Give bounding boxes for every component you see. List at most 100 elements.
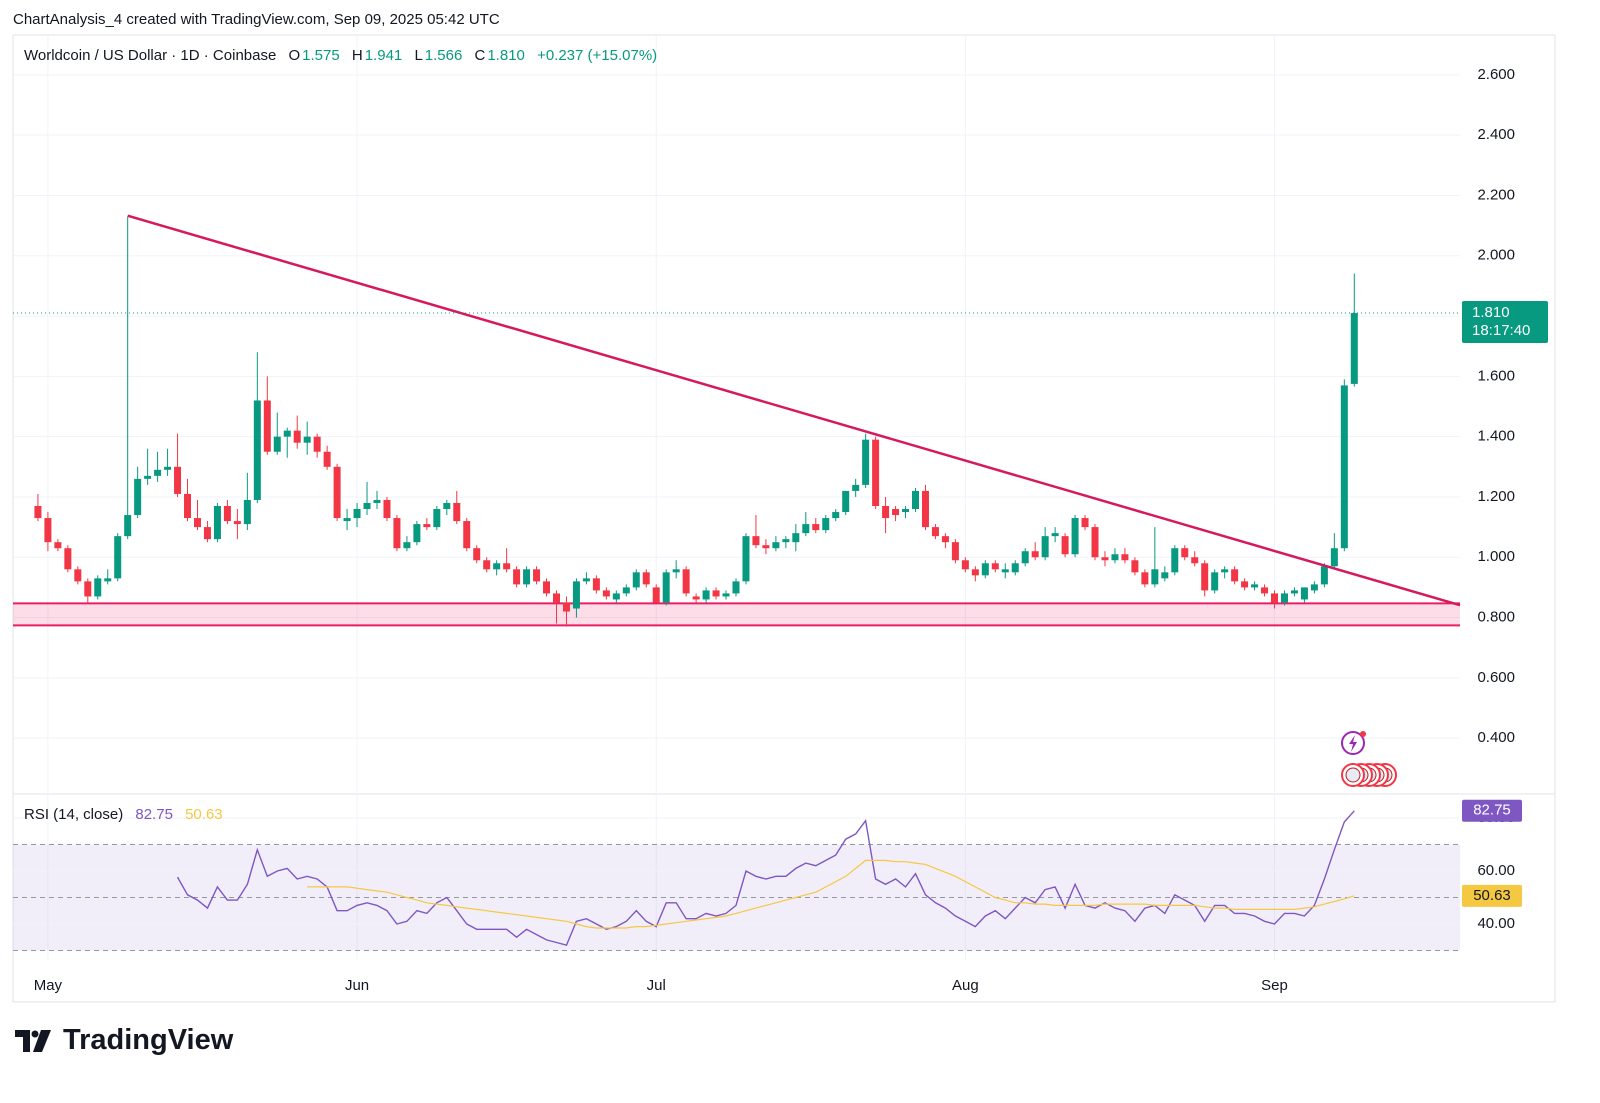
ohlc-value: 1.941 — [364, 47, 403, 64]
candle-body — [1091, 527, 1099, 558]
candle-body — [772, 542, 780, 549]
candle-body — [1191, 557, 1199, 564]
y-tick-label: 60.00 — [1477, 862, 1515, 879]
rsi-legend: RSI (14, close) 82.75 50.63 — [24, 806, 225, 823]
candle-body — [991, 563, 999, 570]
rsi-line — [307, 859, 1355, 929]
candle-body — [174, 466, 182, 494]
candle-body — [692, 596, 700, 600]
candle-body — [732, 581, 740, 594]
candle-body — [1261, 587, 1269, 594]
candle-body — [323, 451, 331, 467]
candle-body — [1310, 584, 1318, 591]
candle-body — [592, 578, 600, 591]
candle-body — [54, 542, 62, 549]
candle-body — [1131, 560, 1139, 573]
candle-body — [912, 490, 920, 510]
candle-body — [1241, 581, 1249, 588]
candle-body — [792, 533, 800, 543]
candle-body — [812, 524, 820, 531]
y-tick-label: 1.600 — [1477, 367, 1515, 384]
candle-body — [273, 436, 281, 452]
candle-body — [1231, 569, 1239, 582]
y-tick-label: 0.400 — [1477, 729, 1515, 746]
header: ChartAnalysis_4 created with TradingView… — [13, 11, 500, 28]
x-tick-label: May — [34, 977, 63, 994]
candle-body — [1071, 518, 1079, 555]
candle-body — [1280, 593, 1288, 603]
candle-body — [1271, 593, 1279, 603]
x-tick-label: Aug — [952, 977, 979, 994]
candle-body — [572, 581, 580, 609]
candle-body — [383, 499, 391, 519]
last-price-label: 1.810 — [1472, 304, 1510, 321]
candle-body — [303, 436, 311, 443]
candle-body — [1031, 551, 1039, 558]
candle-body — [453, 502, 461, 522]
candle-body — [114, 536, 122, 579]
candle-body — [712, 590, 720, 597]
ohlc-value: 1.566 — [424, 47, 463, 64]
candle-body — [343, 518, 351, 522]
last-price-box — [1462, 301, 1548, 344]
change: +0.237 (+15.07%) — [537, 47, 658, 64]
candle-body — [1161, 572, 1169, 579]
candle-body — [822, 518, 830, 531]
candle-body — [243, 499, 251, 525]
candle-body — [84, 581, 92, 597]
ohlc-label: H — [351, 47, 363, 64]
candle-body — [353, 509, 361, 519]
candle-body — [961, 560, 969, 570]
candle-body — [283, 430, 291, 437]
candle-body — [632, 572, 640, 588]
candle-body — [483, 560, 491, 570]
candle-body — [463, 521, 471, 549]
candle-body — [34, 505, 42, 519]
candle-body — [164, 466, 172, 470]
candle-body — [373, 499, 381, 503]
candle-body — [941, 536, 949, 543]
candle-body — [682, 569, 690, 594]
x-tick-label: Jul — [647, 977, 666, 994]
rsi-value-label: 50.63 — [1473, 887, 1511, 904]
candle-body — [582, 578, 590, 582]
rsi-ma-value: 50.63 — [185, 806, 223, 823]
candle-body — [184, 493, 192, 519]
candle-body — [223, 505, 231, 522]
candle-body — [154, 469, 162, 476]
candle-body — [134, 478, 142, 516]
candle-body — [752, 536, 760, 546]
candle-body — [44, 518, 52, 543]
candle-body — [722, 593, 730, 597]
candle-body — [1211, 572, 1219, 591]
candle-body — [612, 593, 620, 600]
y-tick-label: 1.200 — [1477, 488, 1515, 505]
candle-body — [1021, 551, 1029, 564]
candle-body — [1101, 557, 1109, 561]
candle-body — [642, 572, 650, 585]
candle-body — [403, 542, 411, 549]
x-tick-label: Jun — [345, 977, 369, 994]
candle-body — [882, 505, 890, 519]
y-tick-label: 0.600 — [1477, 669, 1515, 686]
y-tick-label: 40.00 — [1477, 915, 1515, 932]
candle-body — [862, 439, 870, 485]
rsi-title: RSI (14, close) — [24, 806, 124, 823]
x-tick-label: Sep — [1261, 977, 1288, 994]
y-tick-label: 1.000 — [1477, 548, 1515, 565]
candle-body — [203, 527, 211, 540]
candle-body — [413, 524, 421, 543]
trendline — [127, 214, 1461, 607]
candle-body — [74, 569, 82, 582]
candle-body — [1051, 533, 1059, 537]
candle-body — [473, 548, 481, 561]
candle-body — [193, 518, 201, 528]
candle-body — [1340, 385, 1348, 549]
candle-body — [1001, 569, 1009, 573]
candle-body — [1290, 590, 1298, 594]
y-tick-label: 2.400 — [1477, 126, 1515, 143]
rsi-value-box — [1462, 884, 1522, 907]
candle-body — [1251, 584, 1259, 588]
candle-body — [902, 509, 910, 513]
